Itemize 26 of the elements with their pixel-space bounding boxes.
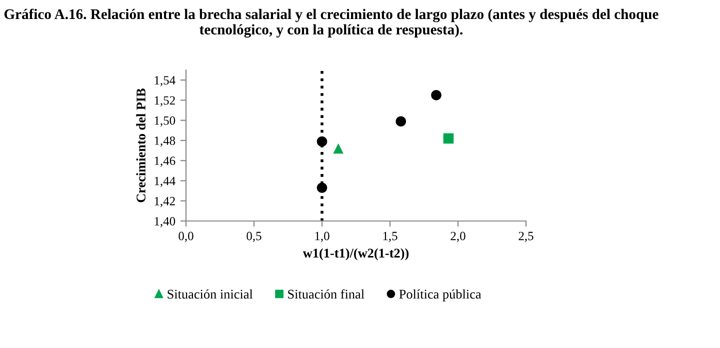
y-tick-label: 1,46 xyxy=(154,156,176,167)
x-tick-label: 0,5 xyxy=(246,232,262,242)
legend-label: Situación final xyxy=(288,289,364,299)
y-tick-label: 1,50 xyxy=(154,116,176,127)
y-tick-label: 1,52 xyxy=(154,96,175,106)
legend-label: Situación inicial xyxy=(168,289,253,299)
x-tick-label: 1,0 xyxy=(315,232,330,242)
point xyxy=(431,90,442,100)
x-tick-label: 2,5 xyxy=(518,232,534,242)
y-tick-label: 1,54 xyxy=(154,76,176,86)
x-tick-label: 1,5 xyxy=(383,232,398,242)
x-tick-label: 2,0 xyxy=(450,232,466,242)
chart-title: Gráfico A.16. Relación entre la brecha salarial y el crecimiento de largo plazo (antes y después del choque tecnológico, y con la política de respuesta). xyxy=(4,8,658,38)
point xyxy=(316,136,328,147)
y-axis-title: Crecimiento del PIB xyxy=(136,88,146,202)
y-tick-label: 1,40 xyxy=(154,217,176,228)
y-tick-label: 1,44 xyxy=(154,176,176,187)
x-tick-label: 0,0 xyxy=(178,232,194,242)
y-tick-label: 1,48 xyxy=(154,136,176,147)
point xyxy=(333,143,344,154)
legend-label: Política pública xyxy=(399,289,482,302)
x-axis-title: w1(1-t1)/(w2(1-t2)) xyxy=(302,248,409,260)
y-tick-label: 1,42 xyxy=(154,196,175,208)
point xyxy=(443,133,454,144)
point xyxy=(396,116,406,126)
point xyxy=(316,182,328,193)
